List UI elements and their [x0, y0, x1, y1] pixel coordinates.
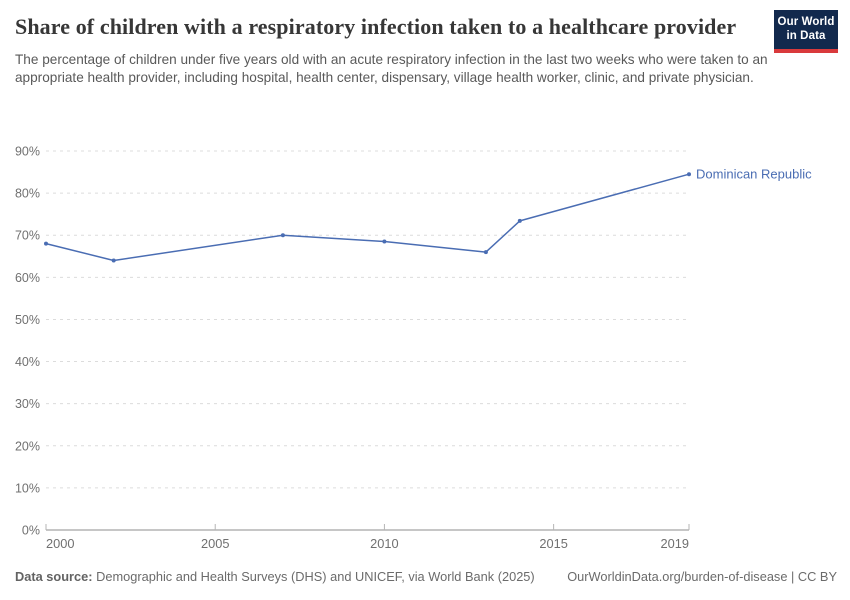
data-source-label: Data source:: [15, 569, 93, 584]
data-point[interactable]: [382, 239, 387, 244]
series-line[interactable]: [45, 173, 690, 262]
x-tick-label: 2015: [539, 536, 567, 551]
y-tick-label: 50%: [15, 313, 40, 327]
y-tick-label: 70%: [15, 229, 40, 243]
data-point[interactable]: [517, 218, 522, 223]
chart-header: Share of children with a respiratory inf…: [15, 13, 835, 88]
chart-subtitle: The percentage of children under five ye…: [15, 52, 768, 86]
y-tick-label: 20%: [15, 439, 40, 453]
series-end-label[interactable]: Dominican Republic: [696, 167, 812, 182]
data-point[interactable]: [44, 241, 48, 246]
data-point[interactable]: [280, 233, 285, 238]
owid-logo[interactable]: Our World in Data: [774, 10, 838, 53]
x-tick-label: 2010: [370, 536, 398, 551]
data-point[interactable]: [483, 250, 488, 255]
x-tick-label: 2005: [201, 536, 229, 551]
y-tick-label: 0%: [22, 524, 40, 538]
data-point[interactable]: [111, 258, 116, 263]
y-tick-label: 60%: [15, 271, 40, 285]
data-source-text: Demographic and Health Surveys (DHS) and…: [96, 569, 535, 584]
credit-link[interactable]: OurWorldinData.org/burden-of-disease | C…: [567, 569, 837, 584]
x-tick-label: 2019: [661, 536, 689, 551]
y-tick-label: 10%: [15, 481, 40, 495]
y-tick-label: 40%: [15, 355, 40, 369]
line-chart-area[interactable]: 0% 10% 20% 30% 40% 50% 60% 70% 80% 90% 2000 2005 201…: [0, 140, 850, 560]
data-point[interactable]: [687, 172, 691, 177]
line-chart-svg[interactable]: 0% 10% 20% 30% 40% 50% 60% 70% 80% 90% 2000 2005 201…: [0, 140, 850, 560]
y-tick-label: 80%: [15, 187, 40, 201]
owid-logo-line2: in Data: [786, 29, 826, 42]
chart-footer: Data source: Demographic and Health Surv…: [15, 569, 837, 584]
x-tick-label: 2000: [46, 536, 74, 551]
y-tick-label: 90%: [15, 145, 40, 159]
owid-logo-line1: Our World: [777, 16, 835, 28]
chart-title: Share of children with a respiratory inf…: [15, 14, 737, 39]
y-tick-label: 30%: [15, 397, 40, 411]
data-source: Data source: Demographic and Health Surv…: [15, 569, 535, 584]
